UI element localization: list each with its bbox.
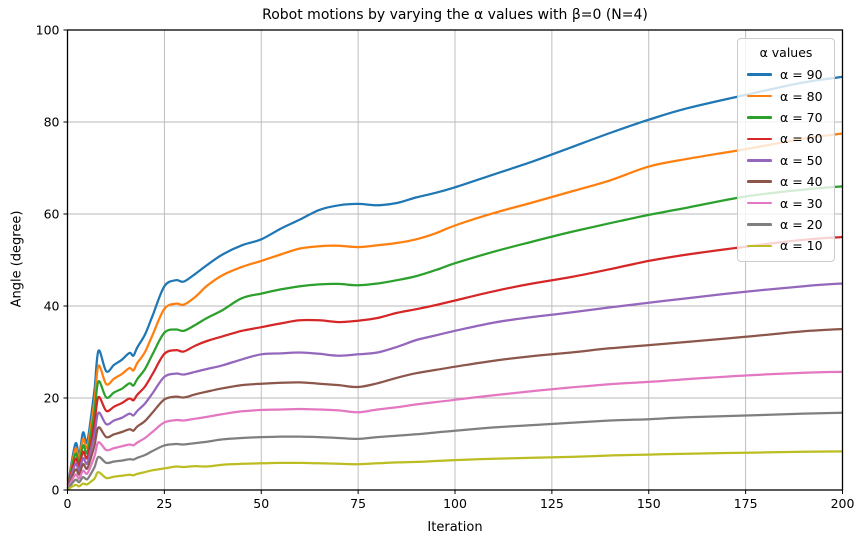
series-line-alpha-30: [67, 370, 843, 490]
legend-swatch-alpha-50: [747, 158, 772, 162]
chart-title: Robot motions by varying the α values wi…: [262, 7, 648, 23]
series-line-alpha-70: [67, 185, 843, 490]
legend-label-alpha-70: α = 70: [780, 109, 823, 125]
series-line-alpha-90: [67, 75, 843, 489]
legend-swatch-alpha-60: [747, 137, 772, 141]
legend-items: α = 90 α = 80 α = 70 α = 60 α = 50 α = 40 α = …: [738, 64, 834, 257]
y-tick-label: 0: [52, 483, 60, 498]
legend-entry-alpha-20: α = 20: [738, 214, 834, 235]
series-line-alpha-10: [67, 450, 843, 490]
legend-entry-alpha-30: α = 30: [738, 192, 834, 213]
legend-label-alpha-50: α = 50: [780, 152, 823, 168]
series-group: [67, 75, 843, 490]
legend-title: α values: [759, 45, 813, 60]
y-tick-label: 80: [44, 115, 60, 130]
series-line-alpha-60: [67, 235, 843, 490]
legend-label-alpha-30: α = 30: [780, 195, 823, 211]
legend-swatch-alpha-70: [747, 116, 772, 119]
x-tick-label: 75: [350, 496, 366, 511]
y-axis-label: Angle (degree): [9, 210, 25, 308]
legend-label-alpha-10: α = 10: [780, 238, 823, 254]
tick-marks: [63, 29, 843, 494]
legend-entry-alpha-70: α = 70: [738, 107, 834, 128]
legend: α values α = 90 α = 80 α = 70 α = 60 α = 50 α…: [737, 38, 835, 262]
tick-labels: 0 25 50 75 100 125 150 175 200 0 20 40 60 80 100: [36, 23, 855, 512]
series-line-alpha-50: [67, 282, 843, 490]
y-tick-label: 100: [36, 23, 60, 38]
legend-label-alpha-60: α = 60: [780, 131, 823, 147]
y-tick-label: 20: [44, 391, 60, 406]
x-tick-label: 100: [443, 496, 467, 511]
x-tick-label: 175: [734, 496, 758, 511]
legend-swatch-alpha-10: [747, 244, 772, 248]
legend-entry-alpha-90: α = 90: [738, 64, 834, 85]
series-line-alpha-40: [67, 327, 843, 490]
legend-label-alpha-20: α = 20: [780, 216, 823, 232]
legend-entry-alpha-80: α = 80: [738, 85, 834, 106]
y-tick-label: 60: [44, 207, 60, 222]
legend-label-alpha-90: α = 90: [780, 67, 823, 83]
x-tick-label: 0: [64, 496, 72, 511]
legend-swatch-alpha-20: [747, 223, 772, 226]
legend-swatch-alpha-80: [747, 94, 772, 98]
series-line-alpha-80: [67, 132, 843, 490]
x-axis-label: Iteration: [427, 520, 483, 535]
legend-entry-alpha-10: α = 10: [738, 235, 834, 256]
x-tick-label: 125: [540, 496, 564, 511]
legend-entry-alpha-40: α = 40: [738, 171, 834, 192]
x-tick-label: 200: [831, 496, 855, 511]
x-tick-label: 50: [253, 496, 269, 511]
series-line-alpha-20: [67, 411, 843, 490]
legend-entry-alpha-60: α = 60: [738, 128, 834, 149]
legend-swatch-alpha-90: [747, 73, 772, 76]
legend-label-alpha-80: α = 80: [780, 88, 823, 104]
legend-label-alpha-40: α = 40: [780, 174, 823, 190]
x-tick-label: 150: [637, 496, 661, 511]
legend-swatch-alpha-40: [747, 180, 772, 183]
legend-entry-alpha-50: α = 50: [738, 150, 834, 171]
legend-swatch-alpha-30: [747, 201, 772, 205]
y-tick-label: 40: [44, 299, 60, 314]
x-tick-label: 25: [156, 496, 172, 511]
